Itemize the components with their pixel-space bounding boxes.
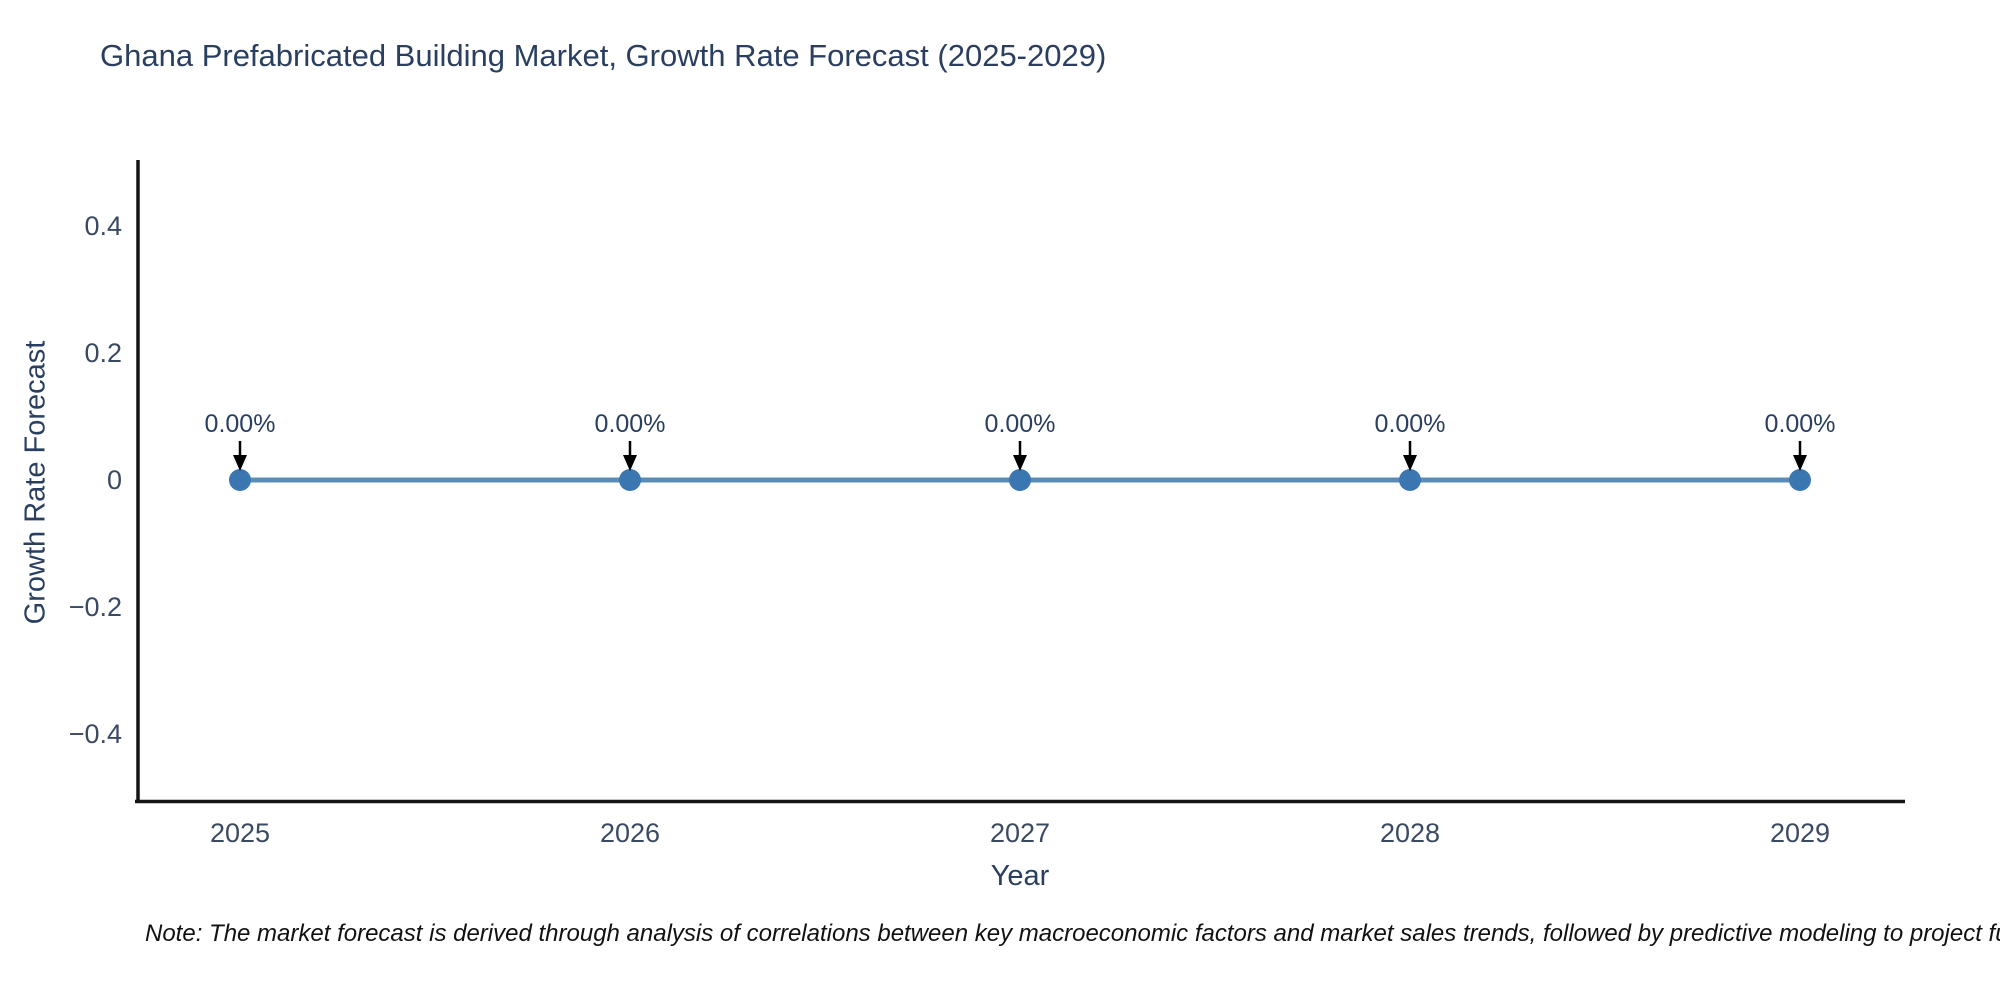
- annotation-arrow-head: [623, 455, 637, 471]
- x-tick-label: 2026: [600, 818, 660, 848]
- point-value-label: 0.00%: [1375, 410, 1446, 438]
- data-point-2028[interactable]: [1399, 469, 1421, 491]
- data-point-2025[interactable]: [229, 469, 251, 491]
- footnote: Note: The market forecast is derived thr…: [145, 920, 2000, 947]
- point-value-label: 0.00%: [1765, 410, 1836, 438]
- y-tick-label: 0.2: [84, 338, 122, 368]
- data-point-2029[interactable]: [1789, 469, 1811, 491]
- point-value-label: 0.00%: [595, 410, 666, 438]
- y-tick-label: −0.2: [69, 592, 122, 622]
- annotation-arrow-head: [1013, 455, 1027, 471]
- x-axis-title: Year: [990, 860, 1050, 892]
- annotation-arrow-head: [1793, 455, 1807, 471]
- x-tick-label: 2025: [210, 818, 270, 848]
- y-tick-label: 0.4: [84, 211, 122, 241]
- chart-title: Ghana Prefabricated Building Market, Gro…: [100, 38, 1107, 73]
- x-tick-label: 2029: [1770, 818, 1830, 848]
- point-value-label: 0.00%: [985, 410, 1056, 438]
- x-tick-label: 2027: [990, 818, 1050, 848]
- data-point-2026[interactable]: [619, 469, 641, 491]
- annotation-arrow-head: [233, 455, 247, 471]
- y-tick-label: −0.4: [69, 719, 122, 749]
- y-tick-label: 0: [107, 465, 122, 495]
- data-point-2027[interactable]: [1009, 469, 1031, 491]
- annotation-arrow-head: [1403, 455, 1417, 471]
- x-tick-label: 2028: [1380, 818, 1440, 848]
- point-value-label: 0.00%: [205, 410, 276, 438]
